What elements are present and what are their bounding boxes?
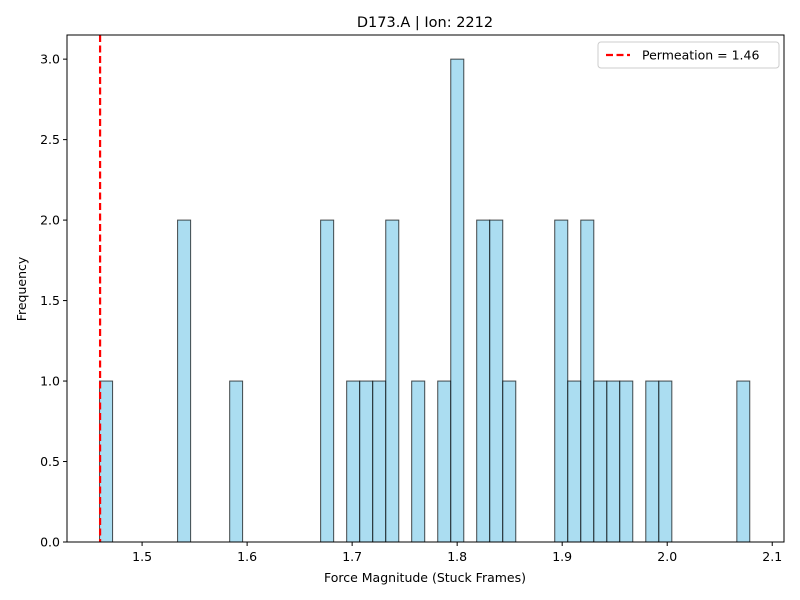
histogram-bar — [502, 380, 517, 543]
histogram-bar — [99, 380, 114, 543]
y-tick-label: 0.5 — [40, 454, 60, 469]
histogram-bar — [593, 380, 608, 543]
bars-group — [99, 58, 751, 543]
y-axis-ticks: 0.0 0.5 1.0 1.5 2.0 2.5 3.0 — [40, 52, 67, 550]
x-axis-label: Force Magnitude (Stuck Frames) — [324, 570, 526, 585]
histogram-bar — [346, 380, 361, 543]
histogram-bar — [736, 380, 751, 543]
y-tick-label: 3.0 — [40, 52, 60, 67]
x-tick-label: 1.6 — [237, 549, 257, 564]
legend: Permeation = 1.46 — [597, 41, 780, 69]
x-tick-label: 1.9 — [552, 549, 572, 564]
histogram-bar — [645, 380, 660, 543]
histogram-bar — [489, 219, 504, 543]
y-tick-label: 2.0 — [40, 213, 60, 228]
histogram-bar — [554, 219, 569, 543]
histogram-bar — [658, 380, 673, 543]
histogram-bar — [229, 380, 244, 543]
histogram-bar — [476, 219, 491, 543]
y-tick-label: 1.0 — [40, 374, 60, 389]
x-tick-label: 1.5 — [132, 549, 152, 564]
x-axis-ticks: 1.5 1.6 1.7 1.8 1.9 2.0 2.1 — [132, 542, 782, 564]
x-tick-label: 2.1 — [762, 549, 782, 564]
y-tick-label: 1.5 — [40, 293, 60, 308]
y-tick-label: 0.0 — [40, 535, 60, 550]
histogram-bar — [450, 58, 465, 543]
histogram-bar — [177, 219, 192, 543]
histogram-bar — [619, 380, 634, 543]
y-tick-label: 2.5 — [40, 132, 60, 147]
histogram-bar — [359, 380, 374, 543]
histogram-bar — [580, 219, 595, 543]
legend-box — [597, 41, 780, 69]
x-tick-label: 1.7 — [342, 549, 362, 564]
histogram-bar — [606, 380, 621, 543]
histogram-bar — [372, 380, 387, 543]
legend-label: Permeation = 1.46 — [642, 48, 759, 63]
x-tick-label: 2.0 — [657, 549, 677, 564]
y-axis-label: Frequency — [14, 256, 29, 321]
histogram-bar — [411, 380, 426, 543]
x-tick-label: 1.8 — [447, 549, 467, 564]
histogram-bar — [385, 219, 400, 543]
histogram-bar — [437, 380, 452, 543]
chart-title: D173.A | Ion: 2212 — [357, 15, 493, 31]
histogram-bar — [320, 219, 335, 543]
plot-frame — [66, 34, 785, 543]
histogram-bar — [567, 380, 582, 543]
